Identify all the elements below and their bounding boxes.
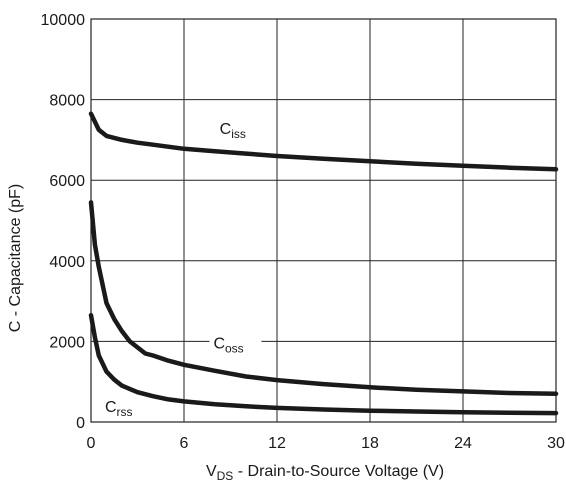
series-label-crss: Crss bbox=[105, 399, 133, 419]
x-axis-label-rest: - Drain-to-Source Voltage (V) bbox=[233, 463, 444, 480]
tick-labels: 0 6 12 18 24 30 0 2000 4000 6000 8000 10000 bbox=[41, 12, 566, 452]
series-label-ciss: Ciss bbox=[220, 121, 246, 141]
x-tick-label: 24 bbox=[454, 435, 472, 452]
x-axis-label: VDS - Drain-to-Source Voltage (V) bbox=[206, 463, 444, 483]
y-tick-label: 2000 bbox=[49, 334, 85, 351]
y-tick-label: 6000 bbox=[49, 173, 85, 190]
y-tick-label: 4000 bbox=[49, 254, 85, 271]
series-line-crss bbox=[88, 312, 559, 416]
x-tick-label: 30 bbox=[547, 435, 565, 452]
series-label-coss: Coss bbox=[213, 336, 243, 356]
y-tick-label: 8000 bbox=[49, 93, 85, 110]
y-tick-label: 0 bbox=[76, 415, 85, 432]
y-axis-label: C - Capacitance (pF) bbox=[7, 184, 24, 333]
series-label-bg bbox=[209, 332, 262, 357]
plot-frame bbox=[90, 18, 557, 423]
x-axis-label-main: V bbox=[206, 463, 217, 480]
x-tick-label: 12 bbox=[268, 435, 286, 452]
x-tick-label: 0 bbox=[87, 435, 96, 452]
x-axis-label-sub: DS bbox=[217, 469, 234, 483]
series-line-ciss bbox=[88, 111, 559, 172]
series-labels: Ciss Coss Crss bbox=[105, 121, 262, 419]
y-tick-label: 10000 bbox=[41, 12, 86, 29]
grid bbox=[90, 18, 557, 423]
series-line-coss bbox=[88, 200, 559, 397]
series-curves bbox=[88, 111, 559, 416]
x-tick-label: 6 bbox=[180, 435, 189, 452]
x-tick-label: 18 bbox=[361, 435, 379, 452]
